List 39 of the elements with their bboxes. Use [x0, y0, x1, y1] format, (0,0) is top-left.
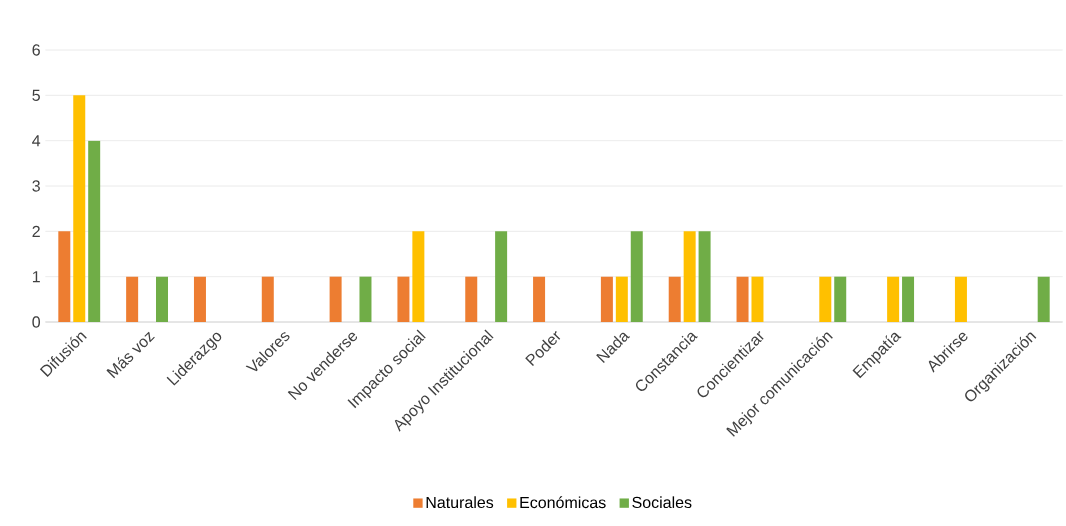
- y-tick-label: 6: [32, 44, 40, 56]
- bar: [533, 276, 546, 322]
- bar: [954, 276, 967, 322]
- bar: [495, 231, 508, 322]
- y-tick-label: 3: [32, 180, 40, 192]
- bar: [193, 276, 206, 322]
- bar: [683, 231, 696, 322]
- bar: [329, 276, 342, 322]
- bar: [73, 95, 86, 322]
- bar: [465, 276, 478, 322]
- legend-label: Económicas: [520, 496, 606, 509]
- bar: [615, 276, 628, 322]
- bar: [397, 276, 410, 322]
- bar: [359, 276, 372, 322]
- bar: [751, 276, 764, 322]
- bar: [600, 276, 613, 322]
- bar: [834, 276, 847, 322]
- bar: [668, 276, 681, 322]
- bar: [1037, 276, 1050, 322]
- bar: [736, 276, 749, 322]
- x-tick-label: Más voz: [106, 331, 155, 379]
- bar: [156, 276, 169, 322]
- y-tick-label: 2: [32, 225, 40, 237]
- bar: [902, 276, 915, 322]
- bar: [88, 140, 101, 322]
- y-tick-label: 0: [32, 316, 41, 328]
- bar: [630, 231, 643, 322]
- y-tick-label: 4: [32, 135, 41, 147]
- bar: [261, 276, 274, 322]
- bar: [412, 231, 425, 322]
- y-tick-label: 1: [32, 271, 40, 283]
- y-tick-label: 5: [32, 89, 40, 101]
- bar: [698, 231, 711, 322]
- bar: [58, 231, 71, 322]
- legend-label: Sociales: [632, 496, 692, 509]
- bar: [126, 276, 139, 322]
- bar: [887, 276, 900, 322]
- bar: [819, 276, 832, 322]
- legend-label: Naturales: [426, 496, 494, 509]
